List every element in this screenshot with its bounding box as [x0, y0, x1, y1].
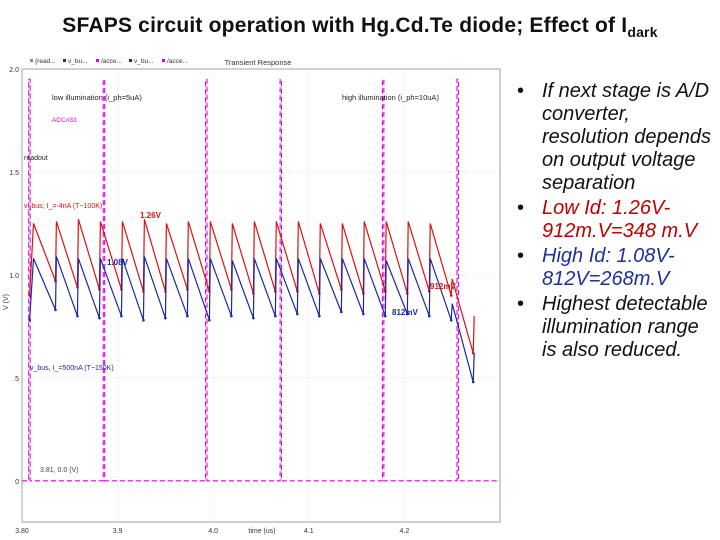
blue-data-point [28, 318, 31, 322]
y-tick-label: .5 [13, 376, 19, 383]
blue-data-point [142, 318, 145, 322]
blue-series-line [29, 256, 475, 383]
bullet-list: If next stage is A/D converter, resoluti… [505, 80, 715, 364]
legend-entry: v_bu... [134, 58, 154, 65]
blue-data-point [230, 314, 233, 318]
slide-title: SFAPS circuit operation with Hg.Cd.Te di… [0, 14, 720, 40]
x-tick-label: 3.80 [15, 528, 29, 535]
blue-data-point [449, 318, 453, 322]
bullet-resolution: If next stage is A/D converter, resoluti… [505, 80, 715, 195]
y-tick-label: 1.5 [9, 170, 19, 177]
legend-entry: /acce... [101, 58, 122, 65]
legend-marker [30, 59, 33, 62]
blue-data-point [252, 316, 255, 320]
chart-panel: 2.0 1.5 1.0 .5 0 3.80 3.9 4.0 4.1 4.2 {read... v_bu… [0, 52, 510, 540]
blue-data-point [208, 318, 211, 322]
legend-marker [63, 59, 66, 62]
blue-data-point [76, 314, 79, 318]
blue-data-point [274, 314, 277, 318]
y-tick-label: 1.0 [9, 273, 19, 280]
legend-entry: {read... [35, 58, 56, 65]
legend-marker [96, 59, 99, 62]
bullet-low-id: Low Id: 1.26V-912m.V=348 m.V [505, 197, 715, 243]
blue-data-point [405, 312, 409, 316]
legend-marker [162, 59, 165, 62]
legend-entry: v_bu... [68, 58, 88, 65]
blue-data-point [340, 310, 343, 314]
annotation-readout: readout [24, 155, 48, 162]
blue-data-point [54, 308, 57, 312]
title-subscript: dark [627, 24, 658, 40]
bullet-range: Highest detectable illumination range is… [505, 293, 715, 362]
blue-data-point [427, 314, 431, 318]
red-data-point [449, 294, 453, 297]
annotation-cursor: 3.81, 0.0 (V) [40, 467, 79, 474]
x-axis-label: time (us) [248, 528, 275, 535]
blue-data-point [383, 314, 387, 318]
blue-data-point [361, 312, 365, 316]
annotation-blue-min: 812mV [392, 308, 418, 317]
x-tick-label: 4.0 [208, 528, 218, 535]
y-tick-label: 2.0 [9, 67, 19, 74]
annotation-red-min: 912mV [430, 282, 456, 291]
chart-title: Transient Response [225, 58, 292, 67]
blue-data-point [318, 314, 321, 318]
x-tick-label: 3.9 [113, 528, 123, 535]
blue-data-point [296, 312, 299, 316]
annotation-high-illumination: high illumination (i_ph=10uA) [342, 93, 439, 102]
blue-data-point [164, 316, 167, 320]
annotation-low-illumination: low illumination (i_ph=5uA) [52, 93, 142, 102]
blue-data-point [120, 314, 123, 318]
y-axis-label: V (V) [3, 294, 10, 310]
annotation-red-peak: 1.26V [140, 211, 162, 220]
blue-data-point [471, 380, 475, 384]
annotation-blue-series: v_bus, I_=500nA (T~150K) [30, 365, 114, 372]
y-tick-label: 0 [15, 479, 19, 486]
blue-data-point [98, 316, 101, 320]
x-tick-label: 4.1 [304, 528, 314, 535]
title-text: SFAPS circuit operation with Hg.Cd.Te di… [62, 14, 628, 37]
annotation-red-series: v_bus, I_=-4nA (T~100K) [24, 203, 102, 210]
red-data-point [28, 294, 31, 297]
transient-response-chart: 2.0 1.5 1.0 .5 0 3.80 3.9 4.0 4.1 4.2 {read... v_bu… [3, 58, 501, 535]
bullet-high-id: High Id: 1.08V-812V=268m.V [505, 245, 715, 291]
annotation-blue-peak: 1.08V [107, 258, 129, 267]
plot-frame [21, 68, 501, 523]
blue-data-point [186, 314, 189, 318]
legend-entry: /acce... [167, 58, 188, 65]
readout-pulse-trace [22, 78, 500, 482]
annotation-acc: ACC#33 [52, 117, 77, 124]
x-tick-label: 4.2 [400, 528, 410, 535]
legend-marker [129, 59, 132, 62]
